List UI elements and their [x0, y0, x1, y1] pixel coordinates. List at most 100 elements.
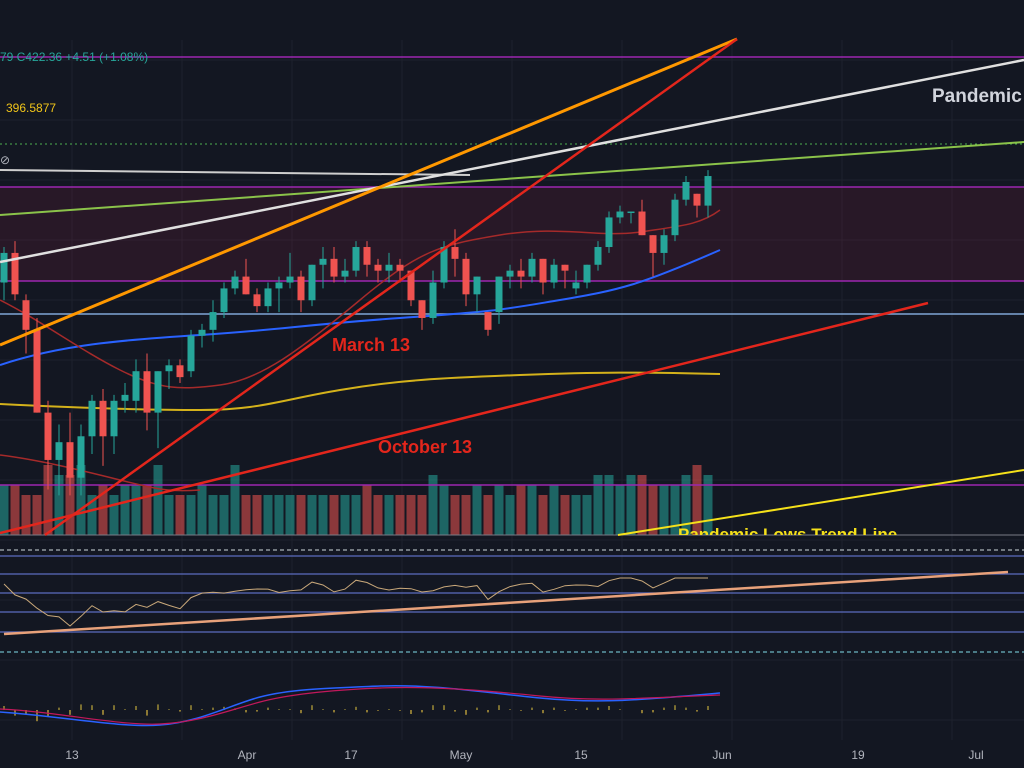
candle-body [506, 270, 514, 277]
volume-bar [384, 495, 394, 535]
candle-body [550, 264, 558, 283]
hidden-indicator-icon[interactable]: ⊘ [0, 153, 11, 167]
grid-lines [0, 40, 1024, 740]
pandemic-lows-trend-line [617, 469, 1024, 536]
volume-bar [131, 485, 141, 535]
candle-body [440, 247, 448, 283]
candle-body [198, 329, 206, 336]
volume-bar [263, 495, 273, 535]
orange-trend-line [0, 37, 738, 347]
annotation-pandemic: Pandemic [932, 86, 1022, 107]
candle-body [11, 252, 19, 295]
candle-body [121, 394, 129, 401]
volume-bar [604, 475, 614, 535]
volume-bar [637, 475, 647, 535]
candle-body [143, 371, 151, 413]
candle-body [484, 312, 492, 330]
volume-bar [494, 485, 504, 535]
x-tick-label: 19 [851, 748, 865, 762]
candle-body [341, 270, 349, 277]
green-trend-line [0, 141, 1024, 216]
volume-bar [54, 475, 64, 535]
candle-body [286, 276, 294, 283]
x-tick-label: 13 [65, 748, 79, 762]
candle-body [704, 176, 712, 206]
volume-bar [175, 495, 185, 535]
candle-body [605, 217, 613, 248]
moving-average-red [0, 209, 721, 389]
volume-bar [571, 495, 581, 535]
candle-body [616, 211, 624, 218]
volume-bar [373, 495, 383, 535]
white-trend-line [0, 58, 1024, 264]
horizontal-levels [0, 56, 1024, 536]
volume-bar [142, 485, 152, 535]
volume-bar [428, 475, 438, 535]
volume-bar [109, 495, 119, 535]
volume-bar [351, 495, 361, 535]
trend-lines[interactable] [0, 37, 1024, 537]
candle-body [231, 276, 239, 289]
volume-bar [274, 495, 284, 535]
volume-bar [252, 495, 262, 535]
candle-body [297, 276, 305, 301]
candle-body [671, 199, 679, 236]
candle-body [418, 300, 426, 318]
x-tick-label: Apr [237, 748, 257, 762]
annotation-october-13: October 13 [378, 437, 473, 457]
volume-bar [472, 485, 482, 535]
candle-body [429, 282, 437, 318]
candle-body [660, 235, 668, 253]
volume-bar [593, 475, 603, 535]
candle-body [462, 258, 470, 295]
candle-body [407, 270, 415, 301]
volume-bar [703, 475, 713, 535]
candle-body [473, 276, 481, 295]
signal-line [0, 686, 721, 725]
candle-body [22, 300, 30, 330]
volume-bar [417, 495, 427, 535]
volume-bar [65, 475, 75, 535]
moving-averages [0, 209, 721, 492]
candle-body [176, 365, 184, 378]
candle-body [319, 258, 327, 265]
volume-bar [318, 495, 328, 535]
volume-bar [527, 485, 537, 535]
volume-bar [340, 495, 350, 535]
moving-average-blue [0, 249, 721, 366]
volume-bar [505, 495, 515, 535]
candle-body [561, 264, 569, 271]
volume-bar [450, 495, 460, 535]
candle-body [154, 371, 162, 413]
volume-bar [648, 485, 658, 535]
volume-bar [406, 495, 416, 535]
volume-bar [186, 495, 196, 535]
candle-body [539, 258, 547, 283]
candle-body [33, 329, 41, 413]
x-tick-label: Jun [712, 748, 732, 762]
volume-bar [241, 495, 251, 535]
volume-bar [516, 485, 526, 535]
red-trend-line-march [44, 37, 738, 537]
candle-body [583, 264, 591, 283]
candle-body [627, 211, 635, 214]
candle-body [638, 211, 646, 236]
annotation-pandemic-lows-trend-line: Pandemic Lows Trend Line [678, 526, 897, 535]
volume-bar [10, 485, 20, 535]
volume-bar [153, 465, 163, 535]
candle-body [385, 264, 393, 271]
candle-body [308, 264, 316, 301]
volume-bar [362, 485, 372, 535]
candle-body [187, 335, 195, 372]
volume-bar [560, 495, 570, 535]
volume-bar [76, 465, 86, 535]
candle-body [275, 282, 283, 289]
volume-bar [296, 495, 306, 535]
volume-bar [219, 495, 229, 535]
x-tick-label: May [449, 748, 473, 762]
volume-bar [43, 465, 53, 535]
candle-body [330, 258, 338, 277]
candle-body [682, 181, 690, 200]
candle-body [528, 258, 536, 277]
